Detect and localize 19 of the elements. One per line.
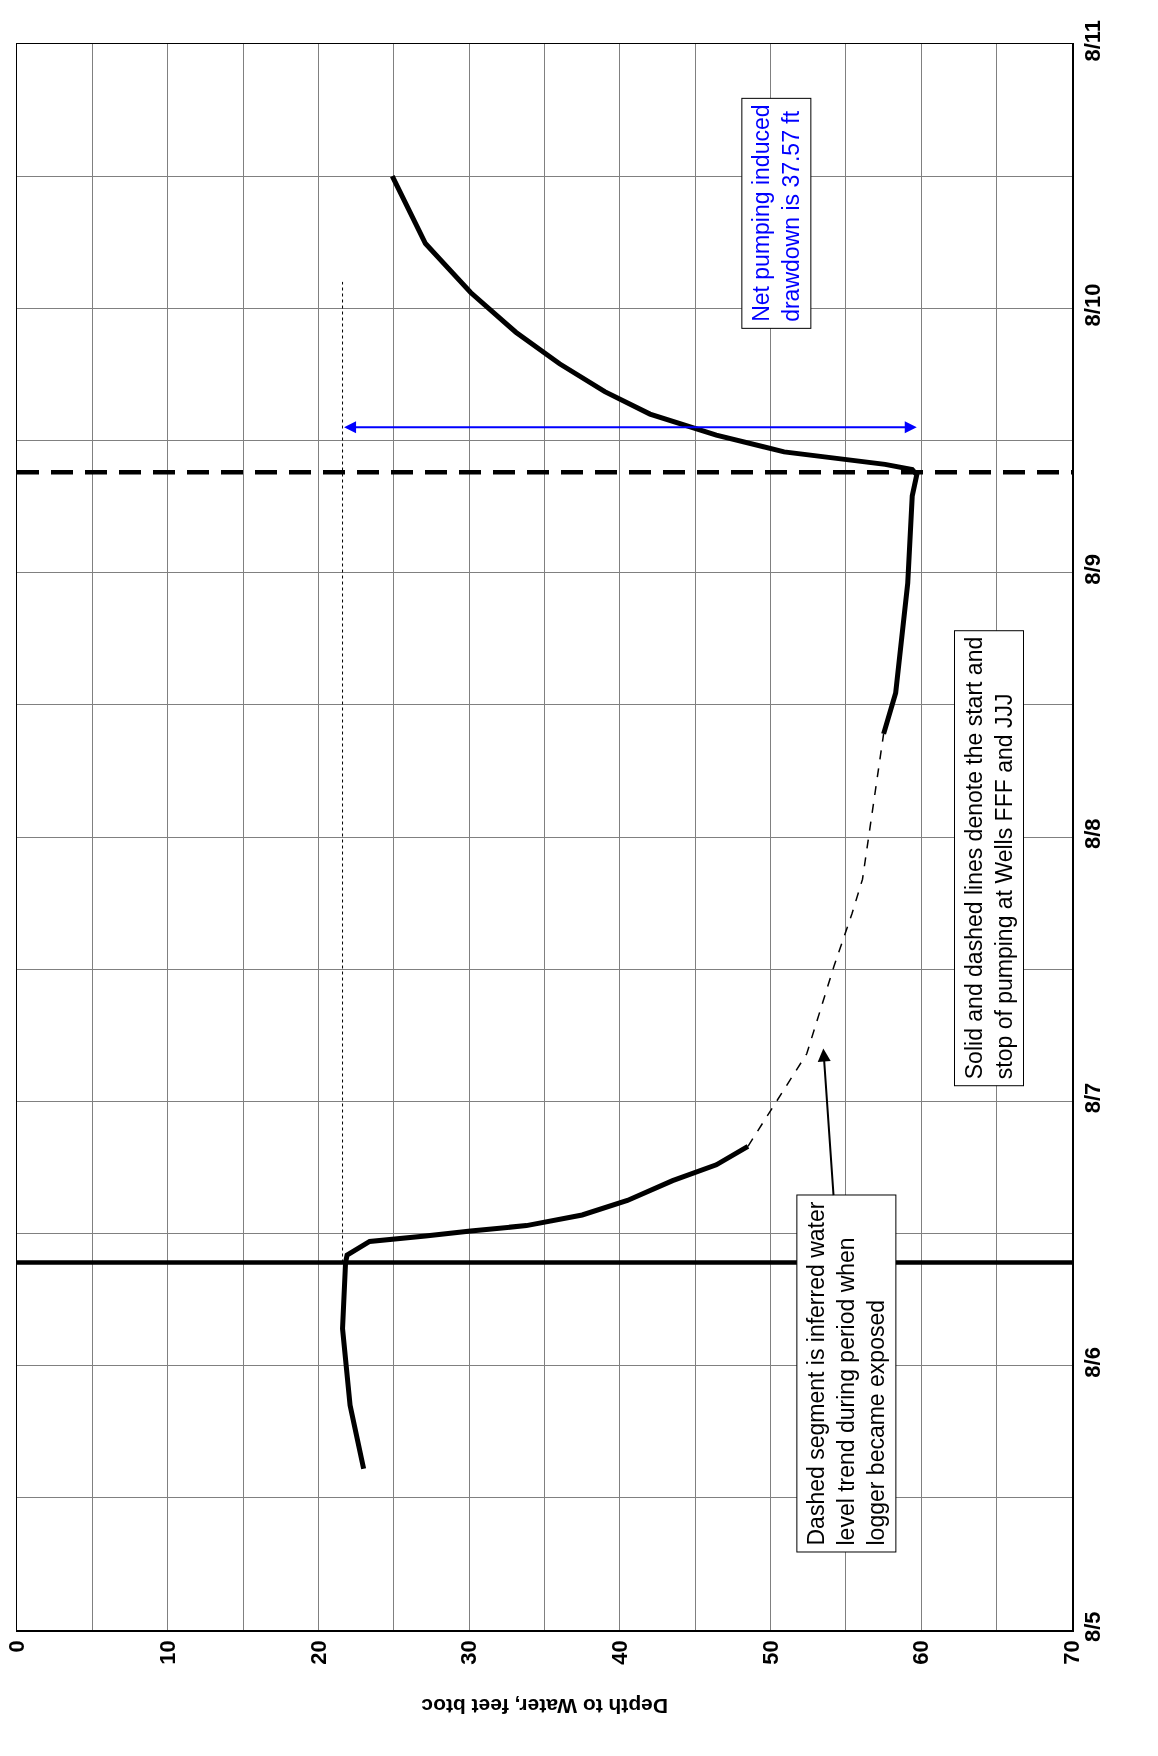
y-tick-label: 8/6 <box>1079 1347 1105 1378</box>
x-tick-label: 30 <box>456 1640 482 1665</box>
y-tick-label: 8/10 <box>1079 283 1105 327</box>
x-tick-label: 20 <box>305 1640 331 1665</box>
annotation: Net pumping induced drawdown is 37.57 ft <box>748 104 805 322</box>
y-tick-label: 8/9 <box>1079 554 1105 585</box>
x-tick-label: 50 <box>757 1640 783 1665</box>
y-tick-label: 8/11 <box>1079 19 1105 62</box>
x-axis-title: Depth to Water, feet btoc <box>421 1695 668 1718</box>
annotation: Dashed segment is inferred water level trend during period when logger became exposed <box>803 1201 890 1546</box>
x-tick-label: 0 <box>4 1640 30 1653</box>
y-tick-label: 8/7 <box>1079 1082 1105 1114</box>
y-tick-label: 8/8 <box>1079 818 1105 849</box>
x-tick-label: 10 <box>154 1640 180 1665</box>
annotation: Solid and dashed lines denote the start and stop of pumping at Wells FFF and JJJ <box>961 636 1017 1080</box>
x-tick-label: 70 <box>1059 1640 1085 1665</box>
y-tick-label: 8/5 <box>1079 1611 1105 1642</box>
x-tick-label: 40 <box>607 1640 633 1665</box>
x-tick-label: 60 <box>908 1640 934 1665</box>
